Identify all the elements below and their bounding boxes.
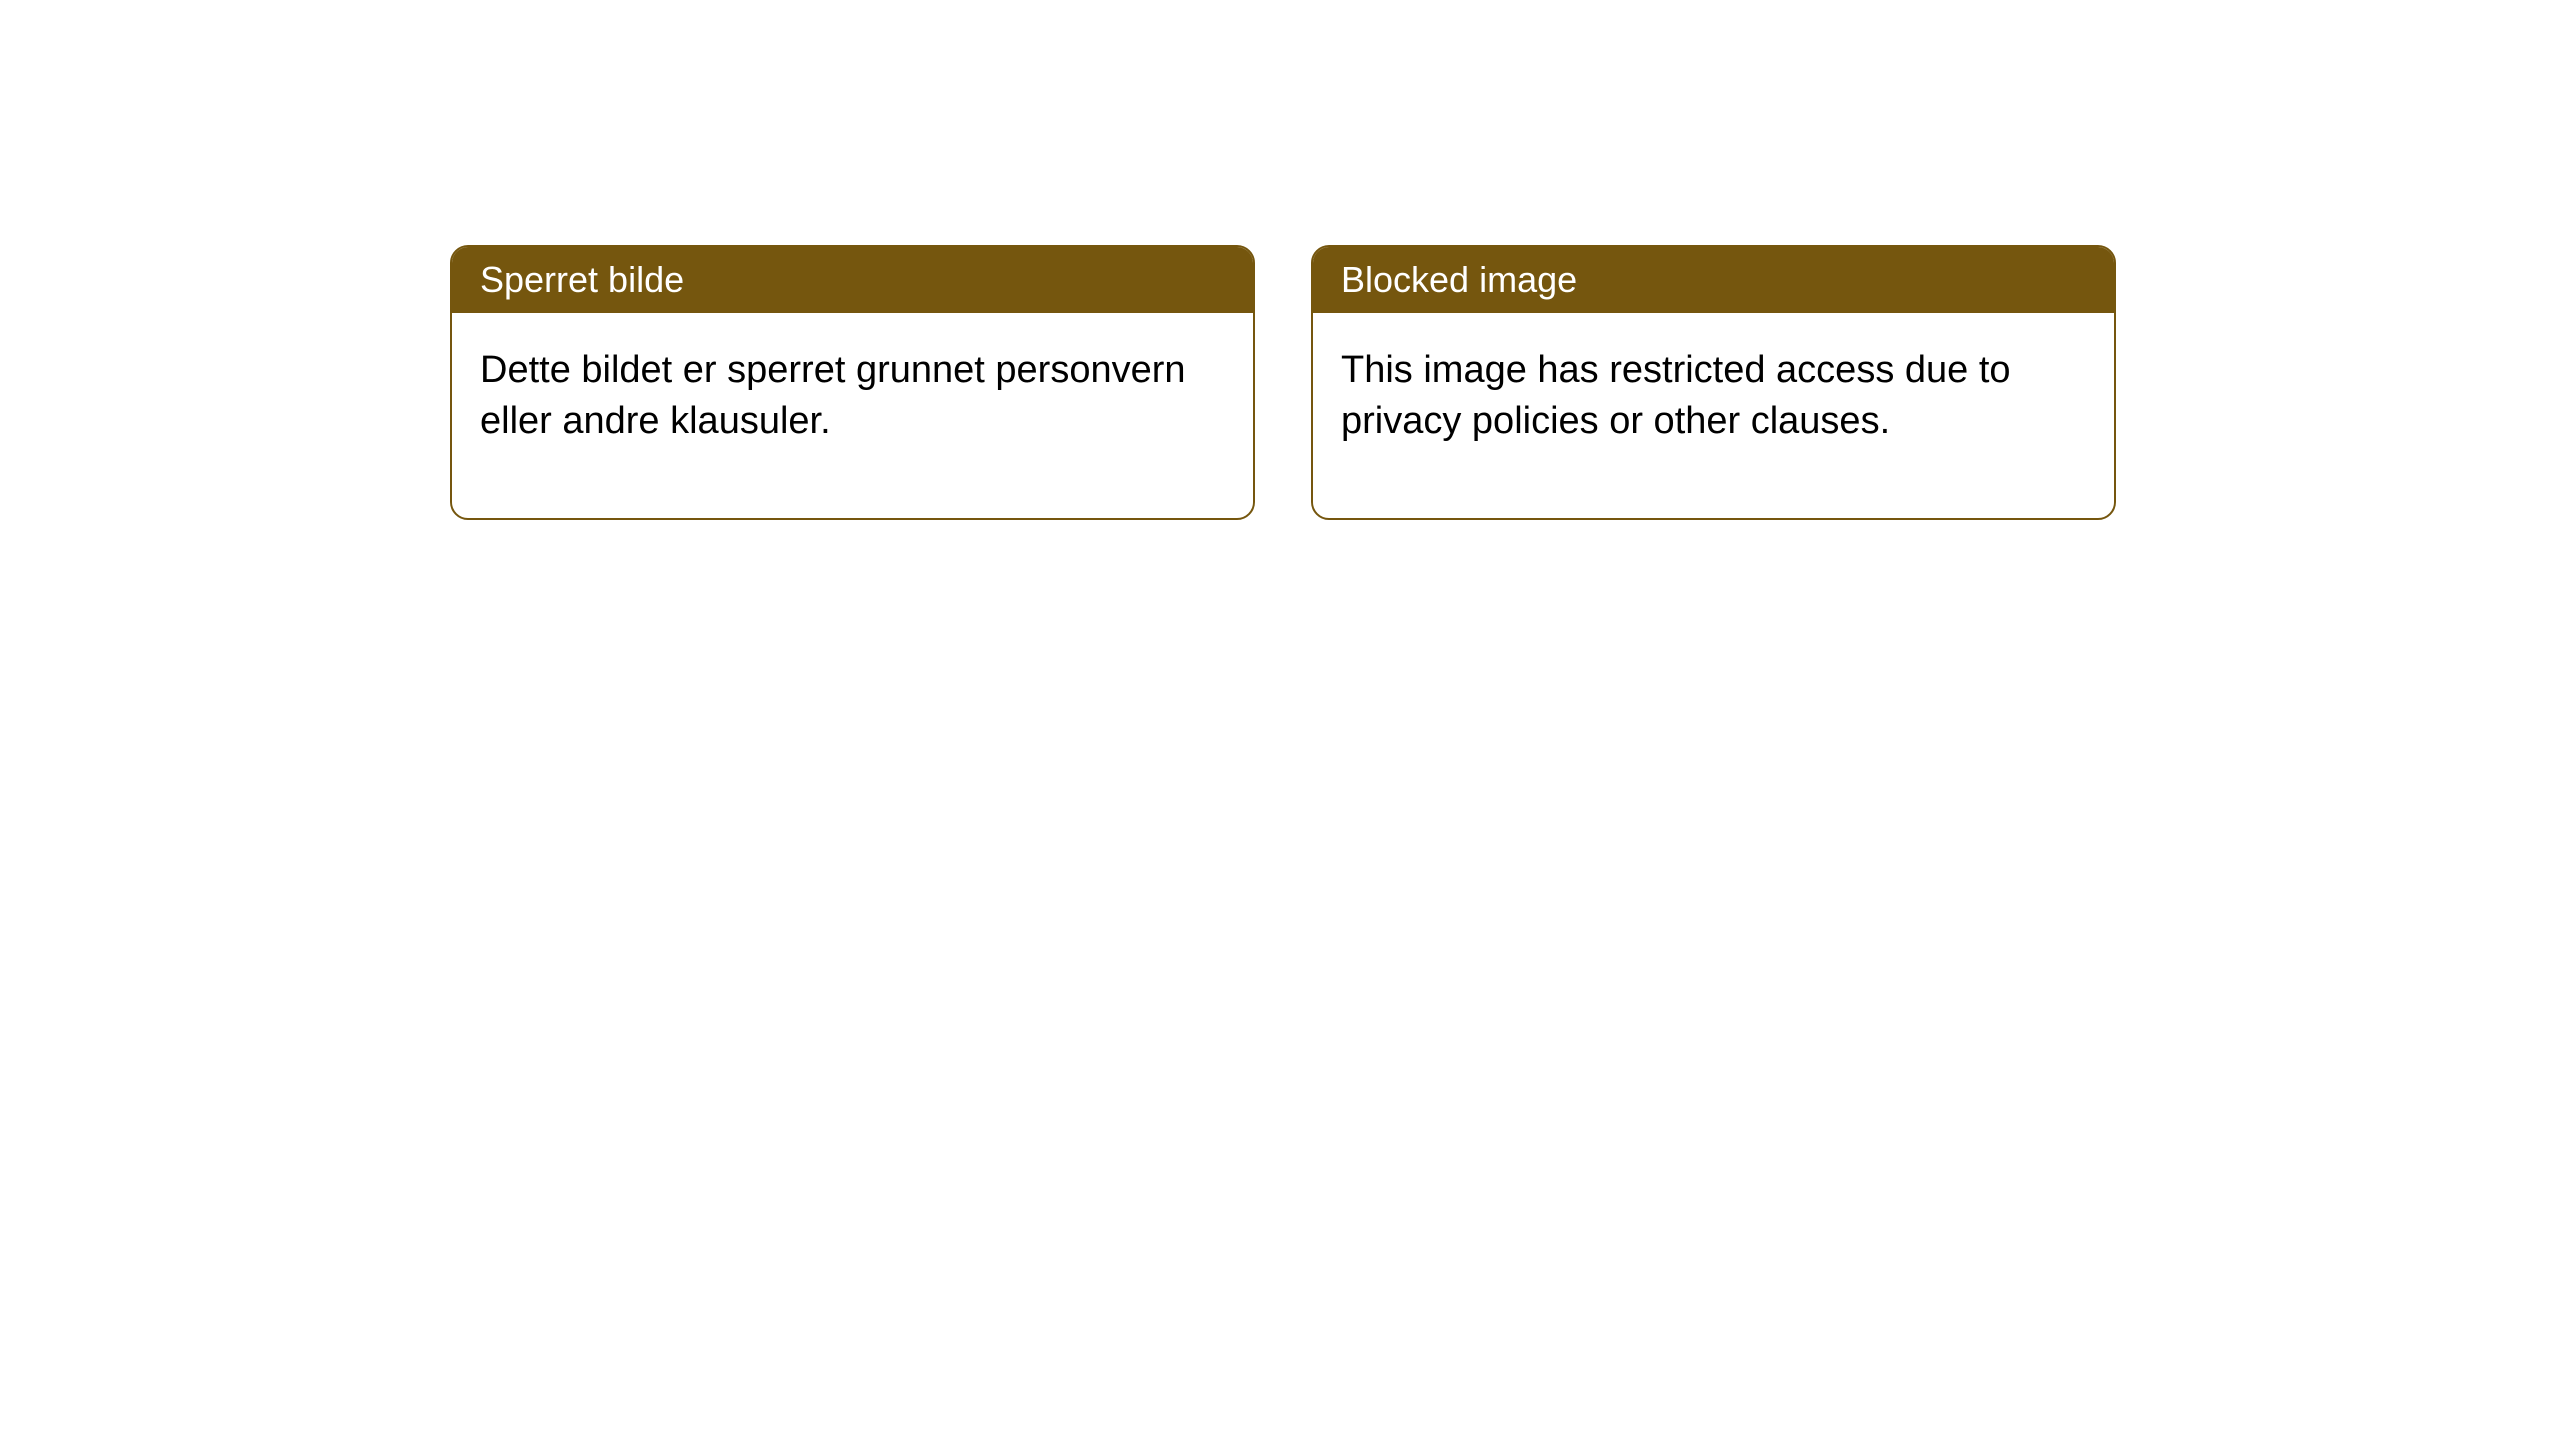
- notice-body-norwegian: Dette bildet er sperret grunnet personve…: [452, 313, 1253, 518]
- notice-header-english: Blocked image: [1313, 247, 2114, 313]
- notice-header-norwegian: Sperret bilde: [452, 247, 1253, 313]
- notice-container: Sperret bilde Dette bildet er sperret gr…: [450, 245, 2116, 520]
- notice-body-english: This image has restricted access due to …: [1313, 313, 2114, 518]
- notice-card-english: Blocked image This image has restricted …: [1311, 245, 2116, 520]
- notice-card-norwegian: Sperret bilde Dette bildet er sperret gr…: [450, 245, 1255, 520]
